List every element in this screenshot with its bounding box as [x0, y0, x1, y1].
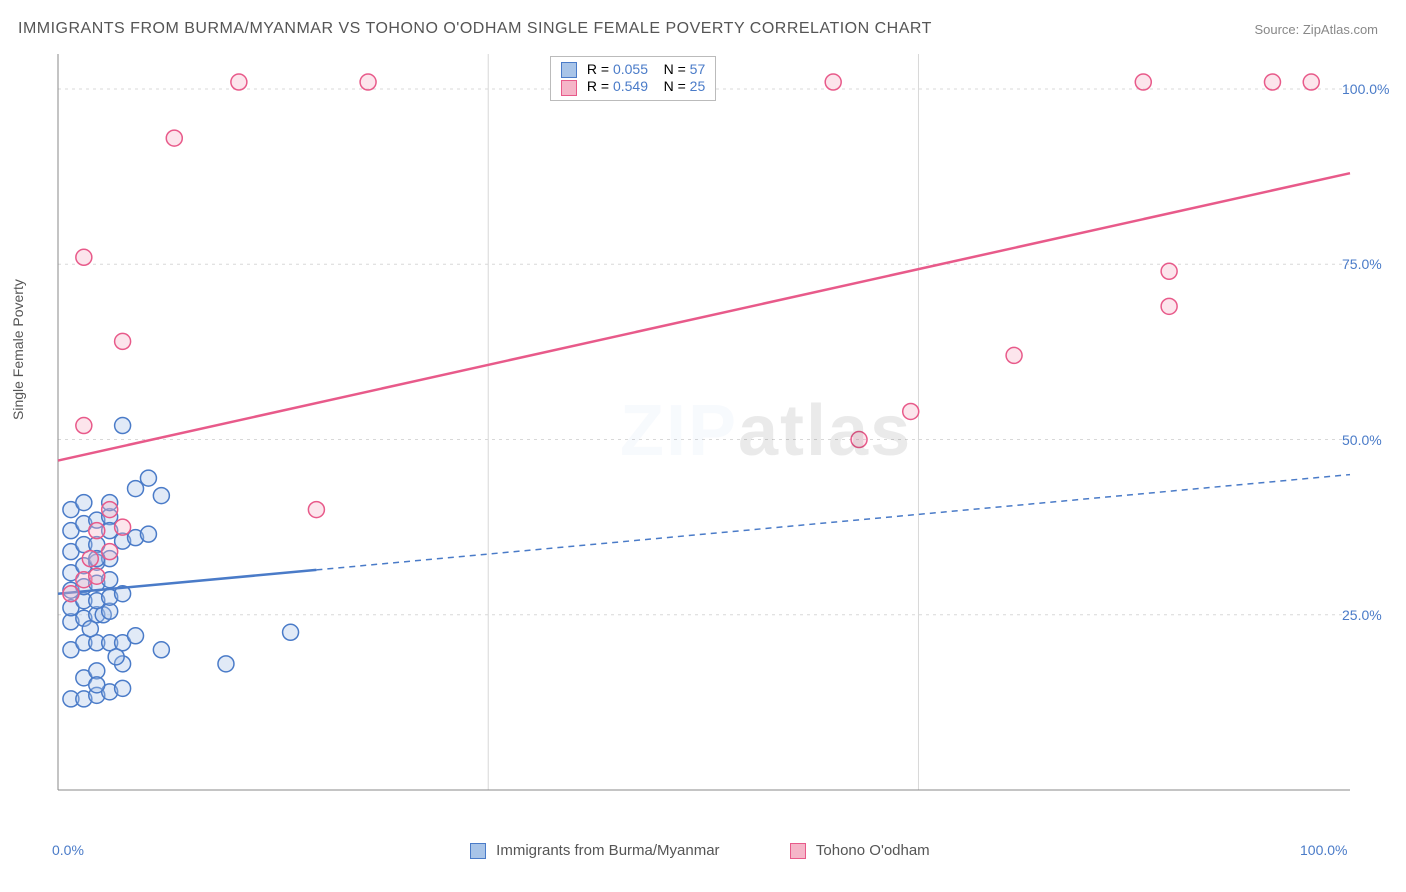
- legend-label: Tohono O'odham: [816, 842, 930, 859]
- legend-row: R = 0.549 N = 25: [561, 78, 705, 95]
- scatter-chart-svg: [50, 50, 1380, 820]
- n-value: 25: [690, 78, 706, 94]
- legend-label: Immigrants from Burma/Myanmar: [496, 842, 719, 859]
- x-tick-label: 100.0%: [1300, 842, 1347, 858]
- legend-swatch-blue: [561, 62, 577, 78]
- legend-stats-box: R = 0.055 N = 57 R = 0.549 N = 25: [550, 56, 716, 101]
- legend-row: R = 0.055 N = 57: [561, 61, 705, 78]
- r-value: 0.549: [613, 78, 648, 94]
- n-label: N =: [664, 61, 686, 77]
- legend-swatch-pink: [561, 80, 577, 96]
- chart-title: IMMIGRANTS FROM BURMA/MYANMAR VS TOHONO …: [18, 20, 932, 38]
- y-tick-label: 25.0%: [1342, 607, 1382, 623]
- legend-series-1: Immigrants from Burma/Myanmar: [470, 842, 720, 859]
- legend-swatch-pink: [790, 843, 806, 859]
- y-tick-label: 50.0%: [1342, 432, 1382, 448]
- n-value: 57: [690, 61, 706, 77]
- r-label: R =: [587, 61, 609, 77]
- y-tick-label: 75.0%: [1342, 256, 1382, 272]
- chart-area: ZIPatlas R = 0.055 N = 57 R = 0.549 N = …: [50, 50, 1380, 820]
- x-tick-label: 0.0%: [52, 842, 84, 858]
- legend-swatch-blue: [470, 843, 486, 859]
- source-label: Source: ZipAtlas.com: [1254, 22, 1378, 37]
- n-label: N =: [664, 78, 686, 94]
- r-label: R =: [587, 78, 609, 94]
- y-axis-label: Single Female Poverty: [10, 279, 26, 420]
- legend-series-2: Tohono O'odham: [790, 842, 930, 859]
- y-tick-label: 100.0%: [1342, 81, 1389, 97]
- r-value: 0.055: [613, 61, 648, 77]
